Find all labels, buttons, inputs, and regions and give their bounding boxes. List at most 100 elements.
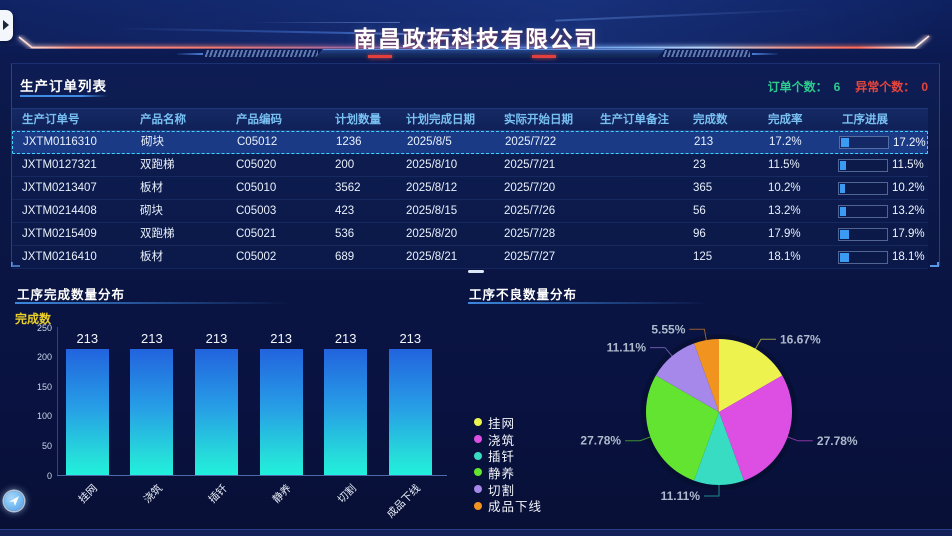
pie-label-leader: [689, 328, 707, 342]
table-cell: 双跑梯: [140, 159, 175, 171]
process-defect-pie-chart: 工序不良数量分布 挂网 浇筑 插钎 静养 切割 成品下线 16.67% 27.78% 11.1…: [460, 275, 952, 530]
bar-value-label: 213: [399, 330, 422, 346]
paper-plane-icon: [9, 496, 19, 506]
legend-label: 挂网: [488, 416, 516, 431]
legend-item-插钎[interactable]: 插钎: [474, 447, 542, 464]
table-cell: 56: [693, 205, 706, 217]
column-header[interactable]: 生产订单备注: [600, 114, 669, 126]
bar-category-label: 插钎: [206, 482, 230, 506]
y-tick-label: 200: [36, 352, 52, 363]
order-list-panel: 生产订单列表 订单个数： 6 异常个数： 0: [11, 63, 940, 268]
bar[interactable]: [388, 348, 432, 475]
column-header[interactable]: 完成数: [693, 114, 728, 126]
table-cell: 板材: [140, 251, 163, 263]
legend-dot: [474, 485, 482, 494]
column-header[interactable]: 产品编码: [236, 114, 282, 126]
table-cell: 17.2%: [769, 136, 802, 148]
deco-red-accent: [368, 55, 392, 58]
legend-dot: [474, 451, 482, 460]
column-header[interactable]: 计划完成日期: [406, 114, 475, 126]
progress-bar: [838, 228, 888, 241]
table-cell: JXTM0216410: [22, 251, 97, 263]
pie-slice-挂网[interactable]: [719, 339, 783, 412]
pie-slice-切割[interactable]: [655, 343, 719, 412]
bar[interactable]: [259, 348, 303, 475]
paper-plane-shape: [9, 496, 19, 506]
progress-label: 18.1%: [892, 251, 925, 263]
progress-bar: [839, 136, 889, 149]
progress-bar-fill: [840, 161, 846, 170]
table-cell: 125: [693, 251, 713, 263]
progress-bar: [838, 205, 888, 218]
floating-action-button[interactable]: [4, 491, 24, 511]
abnormal-count-value: 0: [921, 80, 928, 94]
y-tick-label: 0: [46, 470, 52, 481]
progress-bar-fill: [840, 207, 847, 216]
pie-slice-静养[interactable]: [646, 375, 719, 481]
bar[interactable]: [130, 348, 174, 475]
table-row[interactable]: JXTM0213407 板材 C05010 3562 2025/8/12 2025/7/2…: [12, 177, 928, 200]
abnormal-count: 异常个数： 0: [855, 78, 928, 95]
legend-item-切割[interactable]: 切割: [474, 481, 542, 498]
column-header[interactable]: 实际开始日期: [504, 114, 573, 126]
legend-item-成品下线[interactable]: 成品下线: [474, 497, 542, 514]
table-cell: JXTM0215409: [22, 228, 97, 240]
pie-slice-插钎[interactable]: [694, 412, 744, 486]
bar-chart-x-axis: [57, 475, 447, 476]
table-cell: JXTM0214408: [22, 205, 97, 217]
order-count-label: 订单个数：: [767, 80, 828, 94]
column-header[interactable]: 完成率: [768, 114, 803, 126]
legend-item-浇筑[interactable]: 浇筑: [474, 431, 542, 448]
y-tick-label: 100: [36, 411, 52, 422]
bar-category-label: 浇筑: [141, 482, 165, 506]
table-row[interactable]: JXTM0215409 双跑梯 C05021 536 2025/8/20 2025/7/2…: [12, 223, 928, 246]
table-row[interactable]: JXTM0216410 板材 C05002 689 2025/8/21 2025/7/27…: [12, 246, 928, 269]
pie-graphic: 16.67% 27.78% 11.11% 27.78% 11.11% 5.55%: [580, 322, 858, 503]
table-cell: 2025/8/20: [406, 228, 458, 240]
progress-label: 17.2%: [893, 137, 926, 149]
table-row[interactable]: JXTM0127321 双跑梯 C05020 200 2025/8/10 2025/7/2…: [12, 154, 928, 177]
pie-slice-成品下线[interactable]: [694, 339, 719, 412]
bar-chart-y-axis: [57, 327, 58, 475]
pie-label-leader: [650, 347, 674, 358]
bar-value-label: 213: [270, 330, 292, 346]
bar[interactable]: [65, 348, 109, 475]
deco-center-bar: [315, 49, 665, 58]
legend-dot: [474, 468, 482, 477]
bar-category-label: 挂网: [76, 482, 101, 506]
table-cell: JXTM0213407: [22, 182, 97, 194]
table-cell: C05021: [236, 228, 277, 240]
table-scrollbar-thumb[interactable]: [468, 270, 484, 273]
y-tick-label: 50: [41, 440, 52, 451]
table-row-selected[interactable]: JXTM0116310 砌块 C05012 1236 2025/8/5 2025/7/22…: [12, 131, 928, 154]
hatch-left: [205, 50, 318, 57]
column-header[interactable]: 计划数量: [335, 114, 381, 126]
drawer-handle-button[interactable]: [0, 10, 13, 41]
progress-bar: [838, 182, 888, 195]
column-header[interactable]: 生产订单号: [22, 114, 80, 126]
legend-item-静养[interactable]: 静养: [474, 464, 542, 481]
column-header[interactable]: 工序进展: [842, 114, 888, 126]
bar-chart-title: 工序完成数量分布: [17, 288, 126, 302]
table-cell: 17.9%: [768, 228, 801, 240]
bar[interactable]: [195, 348, 238, 475]
order-stats: 订单个数： 6 异常个数： 0: [768, 78, 928, 95]
table-cell: 689: [335, 251, 355, 263]
bar-value-label: 213: [76, 330, 99, 346]
panel-border-right: [939, 64, 940, 266]
order-count: 订单个数： 6: [768, 78, 841, 95]
table-cell: 2025/8/10: [406, 159, 458, 171]
table-row[interactable]: JXTM0214408 砌块 C05003 423 2025/8/15 2025/7/26…: [12, 200, 928, 223]
process-completed-bar-chart: 工序完成数量分布 完成数 0 50 100 150 200 250 213 挂网 213 浇筑 21…: [0, 275, 460, 530]
legend-item-挂网[interactable]: 挂网: [474, 414, 542, 431]
progress-bar: [838, 251, 888, 264]
deco-wing-right: [752, 53, 778, 55]
bar[interactable]: [324, 348, 368, 475]
table-cell: 200: [335, 159, 355, 171]
y-tick-label: 150: [36, 381, 52, 392]
table-cell: C05003: [236, 205, 277, 217]
pie-label-leader: [786, 436, 813, 442]
column-header[interactable]: 产品名称: [140, 114, 186, 126]
table-cell: C05010: [236, 182, 277, 194]
pie-slice-浇筑[interactable]: [719, 375, 793, 481]
